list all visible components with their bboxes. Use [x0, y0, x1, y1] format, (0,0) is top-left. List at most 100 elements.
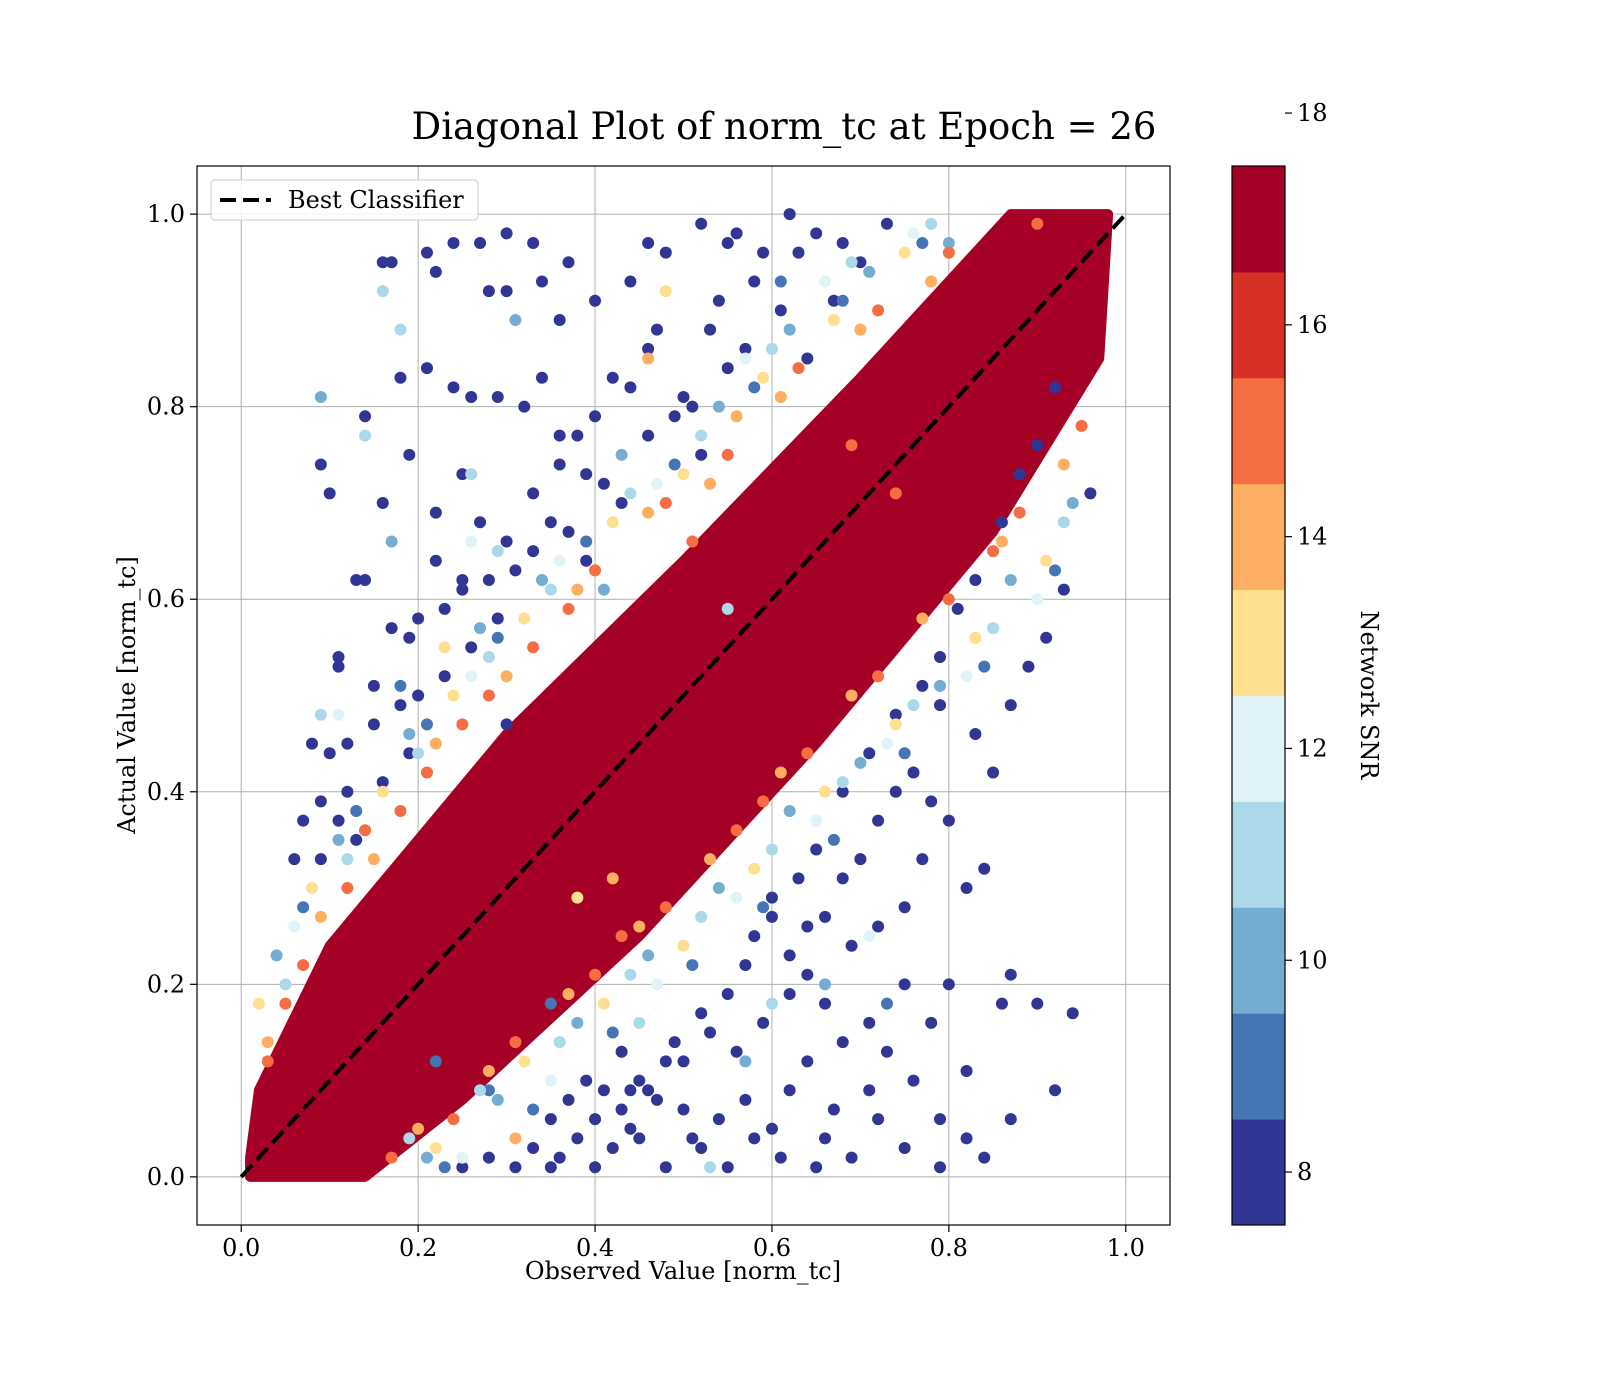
scatter-point: [403, 448, 416, 461]
scatter-point: [553, 429, 566, 442]
scatter-point: [642, 342, 655, 355]
scatter-point: [801, 747, 814, 760]
scatter-point: [677, 391, 690, 404]
scatter-point: [332, 650, 345, 663]
x-tick-label: 0.0: [222, 1234, 260, 1262]
scatter-point: [1040, 554, 1053, 567]
scatter-point: [836, 872, 849, 885]
scatter-point: [589, 968, 602, 981]
colorbar-tick-label: 16: [1297, 311, 1328, 339]
scatter-point: [624, 1084, 637, 1097]
scatter-point: [544, 997, 557, 1010]
scatter-point: [695, 217, 708, 230]
scatter-point: [420, 246, 433, 259]
scatter-point: [827, 294, 840, 307]
colorbar-segment: [1232, 695, 1285, 802]
scatter-point: [482, 1151, 495, 1164]
scatter-point: [730, 891, 743, 904]
scatter-point: [323, 747, 336, 760]
scatter-point: [978, 1151, 991, 1164]
scatter-point: [739, 959, 752, 972]
series-group: [270, 237, 1079, 1164]
scatter-point: [898, 246, 911, 259]
scatter-point: [580, 468, 593, 481]
scatter-point: [367, 679, 380, 692]
scatter-point: [438, 641, 451, 654]
scatter-point: [889, 718, 902, 731]
scatter-point: [1031, 217, 1044, 230]
scatter-point: [341, 785, 354, 798]
y-tick-label: 1.0: [147, 200, 185, 228]
scatter-point: [854, 323, 867, 336]
scatter-point: [527, 237, 540, 250]
scatter-point: [571, 1132, 584, 1145]
scatter-point: [589, 410, 602, 423]
scatter-point: [633, 1016, 646, 1029]
scatter-point: [863, 1084, 876, 1097]
scatter-point: [624, 275, 637, 288]
scatter-point: [624, 1122, 637, 1135]
y-tick-label: 0.4: [147, 778, 185, 806]
scatter-point: [332, 833, 345, 846]
legend: Best Classifier: [210, 179, 479, 221]
scatter-point: [677, 939, 690, 952]
scatter-point: [960, 670, 973, 683]
scatter-point: [995, 516, 1008, 529]
scatter-point: [482, 1084, 495, 1097]
scatter-point: [491, 1093, 504, 1106]
scatter-point: [916, 237, 929, 250]
colorbar-segment: [1232, 166, 1285, 273]
scatter-point: [712, 1113, 725, 1126]
scatter-point: [509, 1161, 522, 1174]
scatter-point: [765, 891, 778, 904]
scatter-point: [695, 429, 708, 442]
scatter-point: [633, 1074, 646, 1087]
scatter-point: [527, 641, 540, 654]
scatter-point: [474, 516, 487, 529]
scatter-point: [757, 901, 770, 914]
scatter-point: [951, 602, 964, 615]
scatter-point: [827, 314, 840, 327]
scatter-point: [686, 959, 699, 972]
scatter-point: [712, 400, 725, 413]
scatter-point: [774, 304, 787, 317]
scatter-point: [359, 429, 372, 442]
scatter-point: [606, 1026, 619, 1039]
scatter-point: [544, 1074, 557, 1087]
scatter-point: [385, 256, 398, 269]
scatter-point: [553, 1151, 566, 1164]
scatter-point: [491, 391, 504, 404]
scatter-point: [712, 882, 725, 895]
scatter-point: [1049, 564, 1062, 577]
colorbar-segment: [1232, 271, 1285, 379]
colorbar-segment: [1232, 907, 1285, 1014]
scatter-point: [252, 997, 265, 1010]
scatter-point: [748, 1132, 761, 1145]
colorbar-tick-label: 18: [1297, 99, 1328, 127]
x-tick-label: 0.2: [399, 1234, 437, 1262]
scatter-point: [474, 622, 487, 635]
scatter-point: [314, 458, 327, 471]
scatter-point: [721, 362, 734, 375]
colorbar-segment: [1232, 1013, 1285, 1120]
scatter-point: [332, 708, 345, 721]
scatter-point: [783, 805, 796, 818]
scatter-point: [1022, 660, 1035, 673]
y-axis-label: Actual Value [norm_tc]: [113, 556, 141, 835]
scatter-point: [544, 1161, 557, 1174]
scatter-point: [695, 1141, 708, 1154]
scatter-point: [863, 747, 876, 760]
scatter-point: [624, 381, 637, 394]
y-tick-label: 0.0: [147, 1163, 185, 1191]
scatter-point: [527, 1103, 540, 1116]
scatter-point: [288, 853, 301, 866]
scatter-point: [942, 593, 955, 606]
scatter-point: [898, 978, 911, 991]
scatter-point: [1057, 458, 1070, 471]
scatter-point: [615, 496, 628, 509]
scatter-point: [757, 371, 770, 384]
scatter-point: [642, 352, 655, 365]
scatter-point: [792, 246, 805, 259]
scatter-point: [748, 275, 761, 288]
scatter-point: [412, 747, 425, 760]
